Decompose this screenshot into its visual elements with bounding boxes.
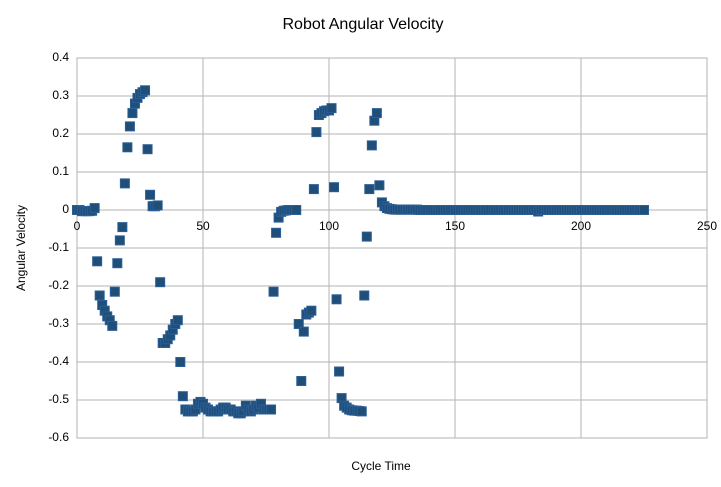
y-tick-label: -0.5 bbox=[48, 392, 69, 406]
data-point bbox=[361, 231, 372, 242]
data-point bbox=[359, 290, 370, 301]
x-tick-label: 100 bbox=[319, 219, 339, 233]
data-point bbox=[371, 108, 382, 119]
y-tick-label: 0.3 bbox=[52, 88, 69, 102]
data-point bbox=[119, 178, 130, 189]
x-tick-label: 200 bbox=[571, 219, 591, 233]
data-point bbox=[271, 227, 282, 238]
data-point bbox=[268, 286, 279, 297]
data-point bbox=[326, 103, 337, 114]
data-point bbox=[92, 256, 103, 267]
y-tick-label: -0.3 bbox=[48, 316, 69, 330]
y-tick-label: -0.1 bbox=[48, 240, 69, 254]
data-point bbox=[366, 140, 377, 151]
data-point bbox=[140, 85, 151, 96]
data-point bbox=[155, 277, 166, 288]
y-tick-label: -0.4 bbox=[48, 354, 69, 368]
data-point bbox=[296, 376, 307, 386]
data-point bbox=[175, 357, 186, 367]
x-tick-label: 250 bbox=[697, 219, 717, 233]
y-axis-label: Angular Velocity bbox=[14, 205, 28, 291]
data-point bbox=[177, 391, 188, 402]
chart-title: Robot Angular Velocity bbox=[283, 16, 444, 33]
data-point bbox=[356, 406, 367, 417]
x-tick-label: 150 bbox=[445, 219, 465, 233]
data-point bbox=[298, 326, 309, 337]
data-point bbox=[89, 203, 100, 214]
data-point bbox=[293, 319, 304, 329]
data-point bbox=[329, 182, 340, 193]
y-tick-label: 0.2 bbox=[52, 126, 69, 140]
data-point bbox=[117, 222, 128, 233]
data-point bbox=[311, 127, 322, 138]
data-point bbox=[122, 142, 133, 153]
data-point bbox=[127, 108, 138, 119]
data-point bbox=[142, 144, 153, 155]
data-point bbox=[364, 184, 375, 195]
x-axis-label: Cycle Time bbox=[351, 459, 411, 473]
data-point bbox=[334, 366, 345, 377]
data-point bbox=[331, 294, 342, 305]
data-point bbox=[114, 235, 125, 246]
data-point bbox=[107, 320, 118, 331]
y-tick-label: 0.1 bbox=[52, 164, 69, 178]
data-point bbox=[639, 205, 649, 215]
data-point bbox=[172, 315, 183, 326]
data-point bbox=[112, 258, 123, 269]
data-point bbox=[308, 184, 319, 195]
y-tick-label: 0.4 bbox=[52, 50, 69, 64]
y-tick-label: -0.6 bbox=[48, 430, 69, 444]
data-point bbox=[152, 200, 163, 211]
data-point bbox=[266, 404, 277, 415]
data-point bbox=[109, 286, 120, 297]
data-point bbox=[124, 121, 135, 132]
x-tick-label: 50 bbox=[196, 219, 210, 233]
data-point bbox=[145, 189, 156, 200]
data-point bbox=[94, 290, 105, 301]
data-point bbox=[374, 180, 385, 191]
y-tick-label: 0 bbox=[62, 202, 69, 216]
data-point bbox=[291, 205, 302, 215]
x-tick-label: 0 bbox=[74, 219, 81, 233]
y-tick-label: -0.2 bbox=[48, 278, 69, 292]
data-point bbox=[306, 305, 317, 316]
